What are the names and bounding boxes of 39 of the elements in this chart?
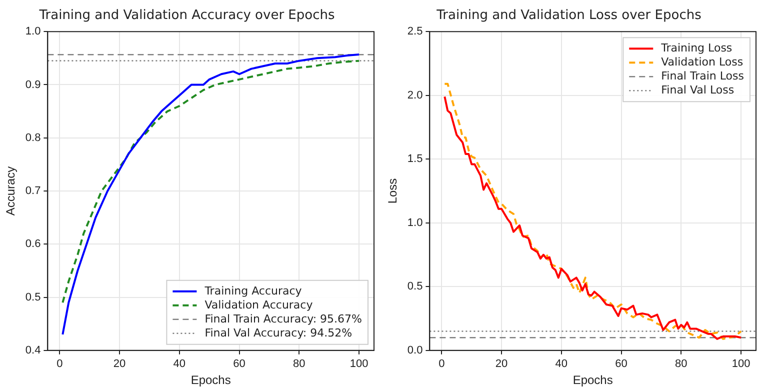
x-tick-label: 40 <box>555 358 568 370</box>
y-tick-label: 1.0 <box>407 216 423 229</box>
legend-label: Validation Loss <box>661 55 744 68</box>
y-tick-label: 0.8 <box>25 132 41 144</box>
x-tick-label: 0 <box>438 358 445 370</box>
x-tick-label: 60 <box>615 358 628 370</box>
x-tick-label: 100 <box>732 358 750 370</box>
x-tick-label: 40 <box>173 358 186 370</box>
y-tick-label: 2.0 <box>407 89 423 102</box>
legend-label: Training Accuracy <box>204 284 302 298</box>
x-axis-title: Epochs <box>190 373 231 388</box>
x-tick-label: 80 <box>675 358 688 370</box>
y-tick-label: 2.5 <box>407 26 423 38</box>
x-tick-label: 20 <box>495 358 508 370</box>
x-axis-title: Epochs <box>572 373 613 388</box>
legend-label: Final Val Loss <box>661 83 734 96</box>
chart-title: Training and Validation Accuracy over Epochs <box>38 8 335 24</box>
x-tick-label: 100 <box>350 358 368 370</box>
y-tick-label: 0.7 <box>25 185 41 198</box>
legend-label: Validation Accuracy <box>204 298 314 312</box>
x-tick-label: 0 <box>56 358 63 370</box>
legend-label: Final Val Accuracy: 94.52% <box>204 326 352 340</box>
x-tick-label: 60 <box>233 358 246 370</box>
y-tick-label: 0.9 <box>25 78 41 91</box>
x-tick-label: 20 <box>113 358 126 370</box>
y-tick-label: 0.0 <box>407 344 423 356</box>
legend-label: Final Train Accuracy: 95.67% <box>204 312 362 326</box>
y-tick-label: 1.0 <box>25 26 41 38</box>
y-tick-label: 1.5 <box>407 153 423 166</box>
y-tick-label: 0.5 <box>25 291 41 304</box>
y-axis-title: Accuracy <box>4 166 18 216</box>
y-axis-title: Loss <box>386 178 400 204</box>
chart-title: Training and Validation Loss over Epochs <box>436 8 702 24</box>
legend-label: Training Loss <box>660 41 732 54</box>
y-tick-label: 0.6 <box>25 238 41 250</box>
y-tick-label: 0.4 <box>25 344 41 356</box>
x-tick-label: 80 <box>293 358 306 370</box>
legend-label: Final Train Loss <box>661 69 744 82</box>
y-tick-label: 0.5 <box>407 280 423 293</box>
